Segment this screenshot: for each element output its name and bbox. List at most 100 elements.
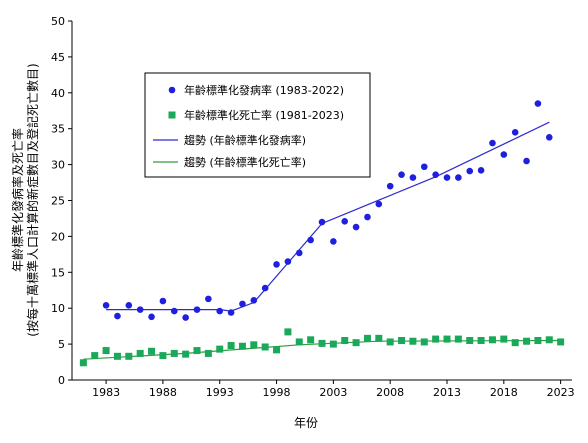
y-tick-label: 30 bbox=[51, 159, 65, 172]
point-incidence bbox=[170, 307, 178, 315]
y-tick-label: 50 bbox=[51, 15, 65, 28]
point-incidence bbox=[182, 314, 189, 321]
point-mortality bbox=[159, 352, 167, 360]
point-incidence bbox=[193, 306, 201, 313]
point-mortality bbox=[420, 338, 428, 346]
point-incidence bbox=[102, 302, 110, 309]
point-incidence bbox=[534, 100, 542, 107]
point-mortality bbox=[443, 335, 451, 343]
point-mortality bbox=[307, 336, 315, 344]
point-incidence bbox=[136, 306, 144, 313]
point-incidence bbox=[511, 128, 519, 136]
y-tick-label: 15 bbox=[51, 266, 65, 279]
point-incidence bbox=[307, 236, 314, 244]
point-incidence bbox=[375, 200, 383, 208]
point-incidence bbox=[466, 167, 474, 175]
point-incidence bbox=[148, 313, 155, 321]
point-incidence bbox=[318, 218, 326, 226]
y-tick-label: 45 bbox=[51, 51, 65, 64]
legend-label-incidence-trend: 趨勢 (年齡標準化發病率) bbox=[184, 133, 306, 147]
point-incidence bbox=[216, 307, 224, 315]
legend-box bbox=[144, 72, 371, 178]
point-incidence bbox=[432, 171, 439, 178]
point-mortality bbox=[511, 339, 519, 347]
point-incidence bbox=[545, 134, 553, 141]
point-incidence bbox=[227, 309, 235, 316]
point-mortality bbox=[170, 349, 178, 357]
point-mortality bbox=[250, 341, 258, 349]
y-tick-label: 0 bbox=[58, 374, 65, 387]
point-incidence bbox=[409, 174, 417, 181]
point-mortality bbox=[454, 335, 462, 343]
point-mortality bbox=[193, 347, 201, 355]
point-incidence bbox=[239, 300, 246, 308]
legend-label-incidence: 年齡標準化發病率 (1983-2022) bbox=[184, 83, 344, 97]
point-incidence bbox=[500, 151, 508, 158]
point-mortality bbox=[125, 352, 133, 360]
x-tick-label: 2008 bbox=[376, 386, 404, 399]
y-tick-label: 40 bbox=[51, 87, 65, 100]
point-incidence bbox=[159, 297, 167, 305]
x-tick-label: 2013 bbox=[433, 386, 461, 399]
x-tick-label: 1983 bbox=[92, 386, 120, 399]
point-mortality bbox=[136, 349, 144, 357]
point-mortality bbox=[284, 328, 292, 336]
point-mortality bbox=[557, 338, 565, 346]
point-incidence bbox=[273, 261, 280, 268]
x-tick-label: 2023 bbox=[547, 386, 575, 399]
point-mortality bbox=[204, 349, 212, 357]
x-tick-label: 1988 bbox=[149, 386, 177, 399]
point-mortality bbox=[295, 338, 303, 346]
point-incidence bbox=[443, 174, 451, 181]
point-incidence bbox=[398, 171, 405, 178]
point-incidence bbox=[386, 182, 394, 190]
legend-label-mortality-trend: 趨勢 (年齡標準化死亡率) bbox=[184, 155, 306, 169]
point-incidence bbox=[125, 302, 133, 309]
point-incidence bbox=[352, 223, 360, 231]
point-mortality bbox=[261, 343, 269, 351]
point-mortality bbox=[216, 345, 224, 353]
point-mortality bbox=[273, 346, 281, 354]
x-tick-label: 2003 bbox=[319, 386, 347, 399]
point-mortality bbox=[500, 335, 508, 343]
point-incidence bbox=[114, 312, 121, 320]
point-incidence bbox=[364, 213, 371, 221]
point-mortality bbox=[91, 352, 99, 360]
point-incidence bbox=[523, 157, 530, 165]
point-incidence bbox=[489, 139, 496, 147]
point-mortality bbox=[466, 337, 474, 345]
point-mortality bbox=[534, 337, 542, 345]
point-mortality bbox=[148, 347, 156, 355]
point-mortality bbox=[318, 339, 326, 347]
point-mortality bbox=[386, 338, 394, 346]
point-mortality bbox=[238, 342, 246, 350]
y-axis-title-line2: (按每十萬標準人口計算的新症數目及登記死亡數目) bbox=[25, 63, 40, 336]
point-mortality bbox=[375, 334, 383, 342]
x-axis-title: 年份 bbox=[294, 416, 318, 430]
point-mortality bbox=[79, 359, 87, 367]
point-incidence bbox=[341, 218, 349, 225]
point-mortality bbox=[477, 337, 485, 345]
point-mortality bbox=[432, 335, 440, 343]
point-incidence bbox=[420, 163, 428, 171]
x-tick-label: 1998 bbox=[263, 386, 291, 399]
point-incidence bbox=[330, 238, 337, 245]
point-mortality bbox=[545, 336, 553, 344]
y-tick-label: 25 bbox=[51, 195, 65, 208]
x-tick-label: 2018 bbox=[490, 386, 518, 399]
y-axis-title-line1: 年齡標準化發病率及死亡率 bbox=[10, 128, 25, 272]
point-mortality bbox=[523, 337, 531, 345]
point-mortality bbox=[341, 337, 349, 345]
point-incidence bbox=[205, 295, 212, 303]
axes: 0 5 10 15 20 25 30 35 40 45 50 1983 1988 1993 1998 2003… bbox=[51, 15, 575, 399]
legend-marker-mortality bbox=[168, 111, 176, 119]
point-incidence bbox=[477, 167, 485, 174]
point-incidence bbox=[250, 297, 258, 304]
point-incidence bbox=[261, 284, 269, 292]
y-tick-label: 10 bbox=[51, 302, 65, 315]
point-mortality bbox=[102, 347, 110, 355]
point-incidence bbox=[284, 258, 292, 265]
y-tick-label: 5 bbox=[58, 338, 65, 351]
legend-label-mortality: 年齡標準化死亡率 (1981-2023) bbox=[184, 108, 344, 122]
